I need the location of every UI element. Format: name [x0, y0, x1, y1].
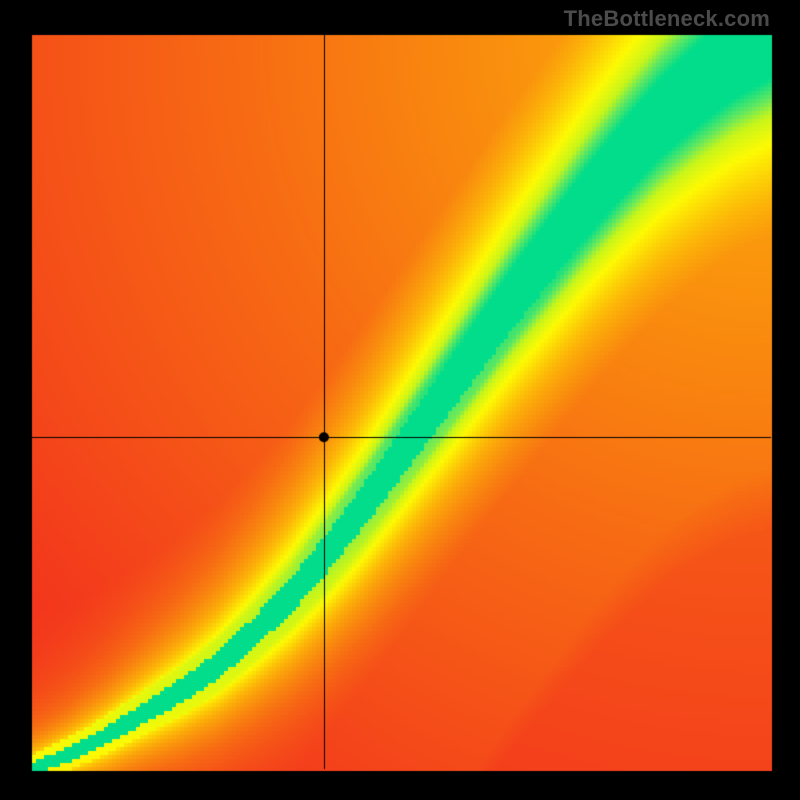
watermark-text: TheBottleneck.com	[564, 6, 770, 32]
chart-container: TheBottleneck.com	[0, 0, 800, 800]
bottleneck-heatmap	[0, 0, 800, 800]
